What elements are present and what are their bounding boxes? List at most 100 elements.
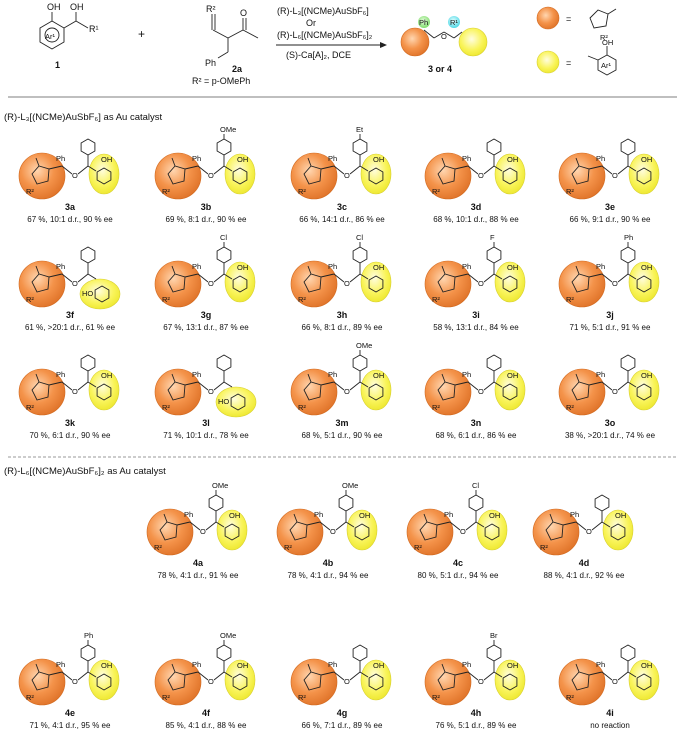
aryl-ring bbox=[352, 354, 368, 372]
phenol-ring bbox=[96, 167, 112, 185]
backbone-bond bbox=[591, 521, 603, 531]
furan-ring bbox=[437, 671, 456, 691]
ar-label: Ar¹ bbox=[45, 32, 56, 41]
compound-id: 4i bbox=[606, 708, 614, 718]
r2-label: R² bbox=[432, 403, 440, 412]
backbone-bond bbox=[349, 165, 361, 175]
substituent-label: OMe bbox=[342, 481, 358, 490]
backbone-bond bbox=[627, 671, 637, 678]
oh-label: OH bbox=[70, 2, 84, 12]
backbone-bond bbox=[601, 381, 613, 391]
compound-result: 68 %, 5:1 d.r., 90 % ee bbox=[302, 431, 383, 440]
furan-highlight bbox=[424, 368, 472, 416]
reactant-2a: R² O Ph 2a R² = p-OMePh bbox=[192, 4, 259, 86]
compound-result: 68 %, 6:1 d.r., 86 % ee bbox=[436, 431, 517, 440]
aryl-ring bbox=[80, 138, 96, 156]
ph-label: Ph bbox=[328, 262, 337, 271]
substituent-label: Ph bbox=[624, 233, 633, 242]
ph-label: Ph bbox=[314, 510, 323, 519]
substituent-label: Et bbox=[356, 125, 364, 134]
phenol-ring bbox=[224, 523, 240, 541]
backbone-bond bbox=[333, 165, 345, 175]
backbone-bond bbox=[617, 671, 629, 681]
methyl-bond bbox=[307, 157, 312, 167]
furan-ring bbox=[289, 521, 308, 541]
oxygen-label: O bbox=[208, 171, 214, 180]
oh-label: OH bbox=[237, 263, 248, 272]
r1-label: R¹ bbox=[450, 18, 458, 27]
compound-id: 4a bbox=[193, 558, 204, 568]
backbone-bond bbox=[493, 273, 503, 280]
backbone-bond bbox=[184, 381, 199, 386]
furan-highlight bbox=[558, 658, 606, 706]
oxygen-label: O bbox=[478, 171, 484, 180]
section-1-compounds: R² OH Ph O 3a 67 %, 10:1 d.r., 90 % ee R² OH Ph O… bbox=[18, 125, 660, 440]
compound-id: 3i bbox=[472, 310, 480, 320]
compound-4d: R² OH Ph O 4d 88 %, 4:1 d.r., 92 % ee bbox=[532, 494, 634, 580]
oh-label: OH bbox=[237, 661, 248, 670]
ph-label: Ph bbox=[444, 510, 453, 519]
compound-4e: R² OH Ph O Ph 4e 71 %, 4:1 d.r., 95 % ee bbox=[18, 631, 120, 730]
aryl-ring bbox=[338, 494, 354, 512]
aryl-ring bbox=[468, 494, 484, 512]
r2-label: R² bbox=[298, 187, 306, 196]
section-1-title: (R)-L₃[(NCMe)AuSbF₆] as Au catalyst bbox=[4, 112, 163, 123]
aryl-ring bbox=[486, 354, 502, 372]
compound-id: 3h bbox=[337, 310, 348, 320]
phenol-highlight bbox=[79, 278, 121, 310]
backbone-bond bbox=[627, 381, 637, 388]
compound-result: 69 %, 8:1 d.r., 90 % ee bbox=[166, 215, 247, 224]
r2-label: R² bbox=[566, 295, 574, 304]
r2-label: R² bbox=[566, 403, 574, 412]
compound-result: 66 %, 14:1 d.r., 86 % ee bbox=[299, 215, 385, 224]
oxygen-label: O bbox=[478, 387, 484, 396]
backbone-bond bbox=[213, 381, 225, 391]
phenol-ring bbox=[368, 275, 384, 293]
backbone-bond bbox=[48, 671, 63, 676]
ph-label: Ph bbox=[184, 510, 193, 519]
backbone-bond bbox=[184, 165, 199, 170]
ph-label: Ph bbox=[56, 262, 65, 271]
ho-label: HO bbox=[218, 397, 229, 406]
methyl-bond bbox=[35, 157, 40, 167]
oh-label: OH bbox=[359, 511, 370, 520]
backbone-bond bbox=[601, 521, 611, 528]
r2-label: R² bbox=[26, 693, 34, 702]
backbone-bond bbox=[319, 521, 331, 531]
phenol-ring bbox=[96, 673, 112, 691]
compound-label-2a: 2a bbox=[232, 64, 243, 74]
backbone-bond bbox=[454, 381, 469, 386]
furan-ring bbox=[167, 671, 186, 691]
compound-id: 3k bbox=[65, 418, 76, 428]
compound-result: 71 %, 10:1 d.r., 78 % ee bbox=[163, 431, 249, 440]
phenol-highlight bbox=[628, 261, 660, 303]
ph-label: Ph bbox=[192, 660, 201, 669]
compound-id: 4d bbox=[579, 558, 590, 568]
phenol-highlight bbox=[360, 153, 392, 195]
backbone-bond bbox=[223, 671, 233, 678]
furan-ring bbox=[437, 165, 456, 185]
oxygen-label: O bbox=[344, 171, 350, 180]
furan-ring bbox=[167, 273, 186, 293]
compound-result: 80 %, 5:1 d.r., 94 % ee bbox=[418, 571, 499, 580]
methyl-bond bbox=[549, 513, 554, 523]
ph-label: Ph bbox=[596, 154, 605, 163]
methyl-bond bbox=[35, 663, 40, 673]
furan-highlight bbox=[424, 658, 472, 706]
compound-3g: R² OH Ph O Cl 3g 67 %, 13:1 d.r., 87 % ee bbox=[154, 233, 256, 332]
compound-result: 67 %, 13:1 d.r., 87 % ee bbox=[163, 323, 249, 332]
phenol-highlight bbox=[215, 386, 257, 418]
backbone-bond bbox=[61, 273, 73, 283]
phenol-highlight bbox=[494, 659, 526, 701]
compound-4b: R² OH Ph O OMe 4b 78 %, 4:1 d.r., 94 % ee bbox=[276, 481, 378, 580]
aryl-ring bbox=[486, 246, 502, 264]
ph-label: Ph bbox=[596, 262, 605, 271]
backbone-bond bbox=[493, 165, 503, 172]
backbone-bond bbox=[627, 165, 637, 172]
oxygen-label: O bbox=[478, 677, 484, 686]
aryl-ring bbox=[216, 354, 232, 372]
backbone-bond bbox=[197, 381, 209, 391]
backbone-bond bbox=[617, 273, 629, 283]
aryl-ring bbox=[352, 644, 368, 662]
furan-ring bbox=[571, 381, 590, 401]
